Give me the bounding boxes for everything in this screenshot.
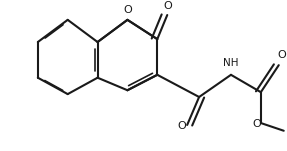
- Text: O: O: [123, 5, 132, 15]
- Text: O: O: [163, 1, 172, 11]
- Text: NH: NH: [223, 58, 239, 68]
- Text: O: O: [277, 50, 286, 60]
- Text: O: O: [253, 119, 261, 129]
- Text: O: O: [178, 121, 187, 131]
